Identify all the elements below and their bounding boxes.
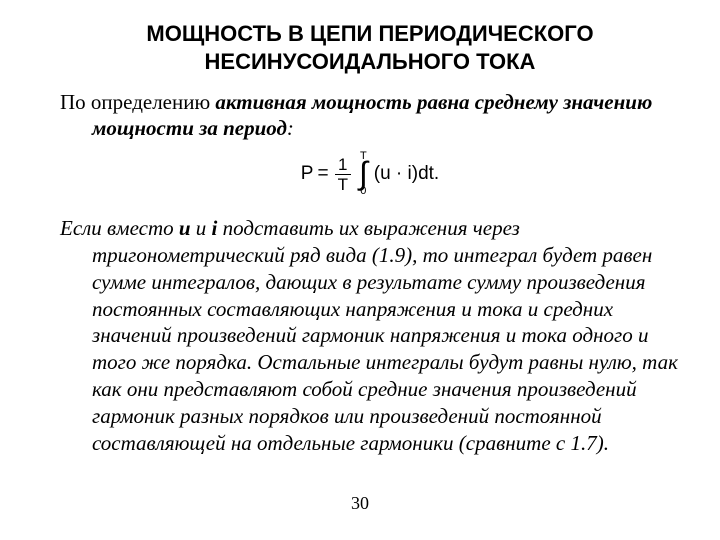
formula-fraction: 1 T [335, 156, 351, 193]
para1-tail: : [287, 116, 294, 140]
fraction-numerator: 1 [335, 156, 350, 175]
power-formula: P = 1 T T ∫ 0 (u · i)dt. [60, 152, 680, 197]
paragraph-explanation: Если вместо u и i подставить их выражени… [60, 215, 680, 457]
title-line-1: МОЩНОСТЬ В ЦЕПИ ПЕРИОДИЧЕСКОГО [146, 21, 593, 46]
title-line-2: НЕСИНУСОИДАЛЬНОГО ТОКА [205, 49, 536, 74]
para2-t2: и [191, 216, 212, 240]
paragraph-definition: По определению активная мощность равна с… [60, 89, 680, 142]
page-number: 30 [0, 493, 720, 514]
slide-title: МОЩНОСТЬ В ЦЕПИ ПЕРИОДИЧЕСКОГО НЕСИНУСОИ… [60, 20, 680, 75]
formula-eq: = [317, 163, 328, 185]
para2-t1: Если вместо [60, 216, 179, 240]
formula-integral: T ∫ 0 [359, 152, 368, 197]
para2-t3: подставить их выражения через тригономет… [92, 216, 678, 455]
integral-symbol: ∫ [359, 161, 368, 187]
fraction-denominator: T [335, 175, 351, 193]
para2-u: u [179, 216, 191, 240]
formula-integrand: (u · i)dt. [374, 163, 439, 185]
formula-inner: P = 1 T T ∫ 0 (u · i)dt. [301, 152, 439, 197]
formula-P: P [301, 163, 314, 185]
integral-lower-limit: 0 [360, 187, 366, 197]
para1-lead: По определению [60, 90, 215, 114]
